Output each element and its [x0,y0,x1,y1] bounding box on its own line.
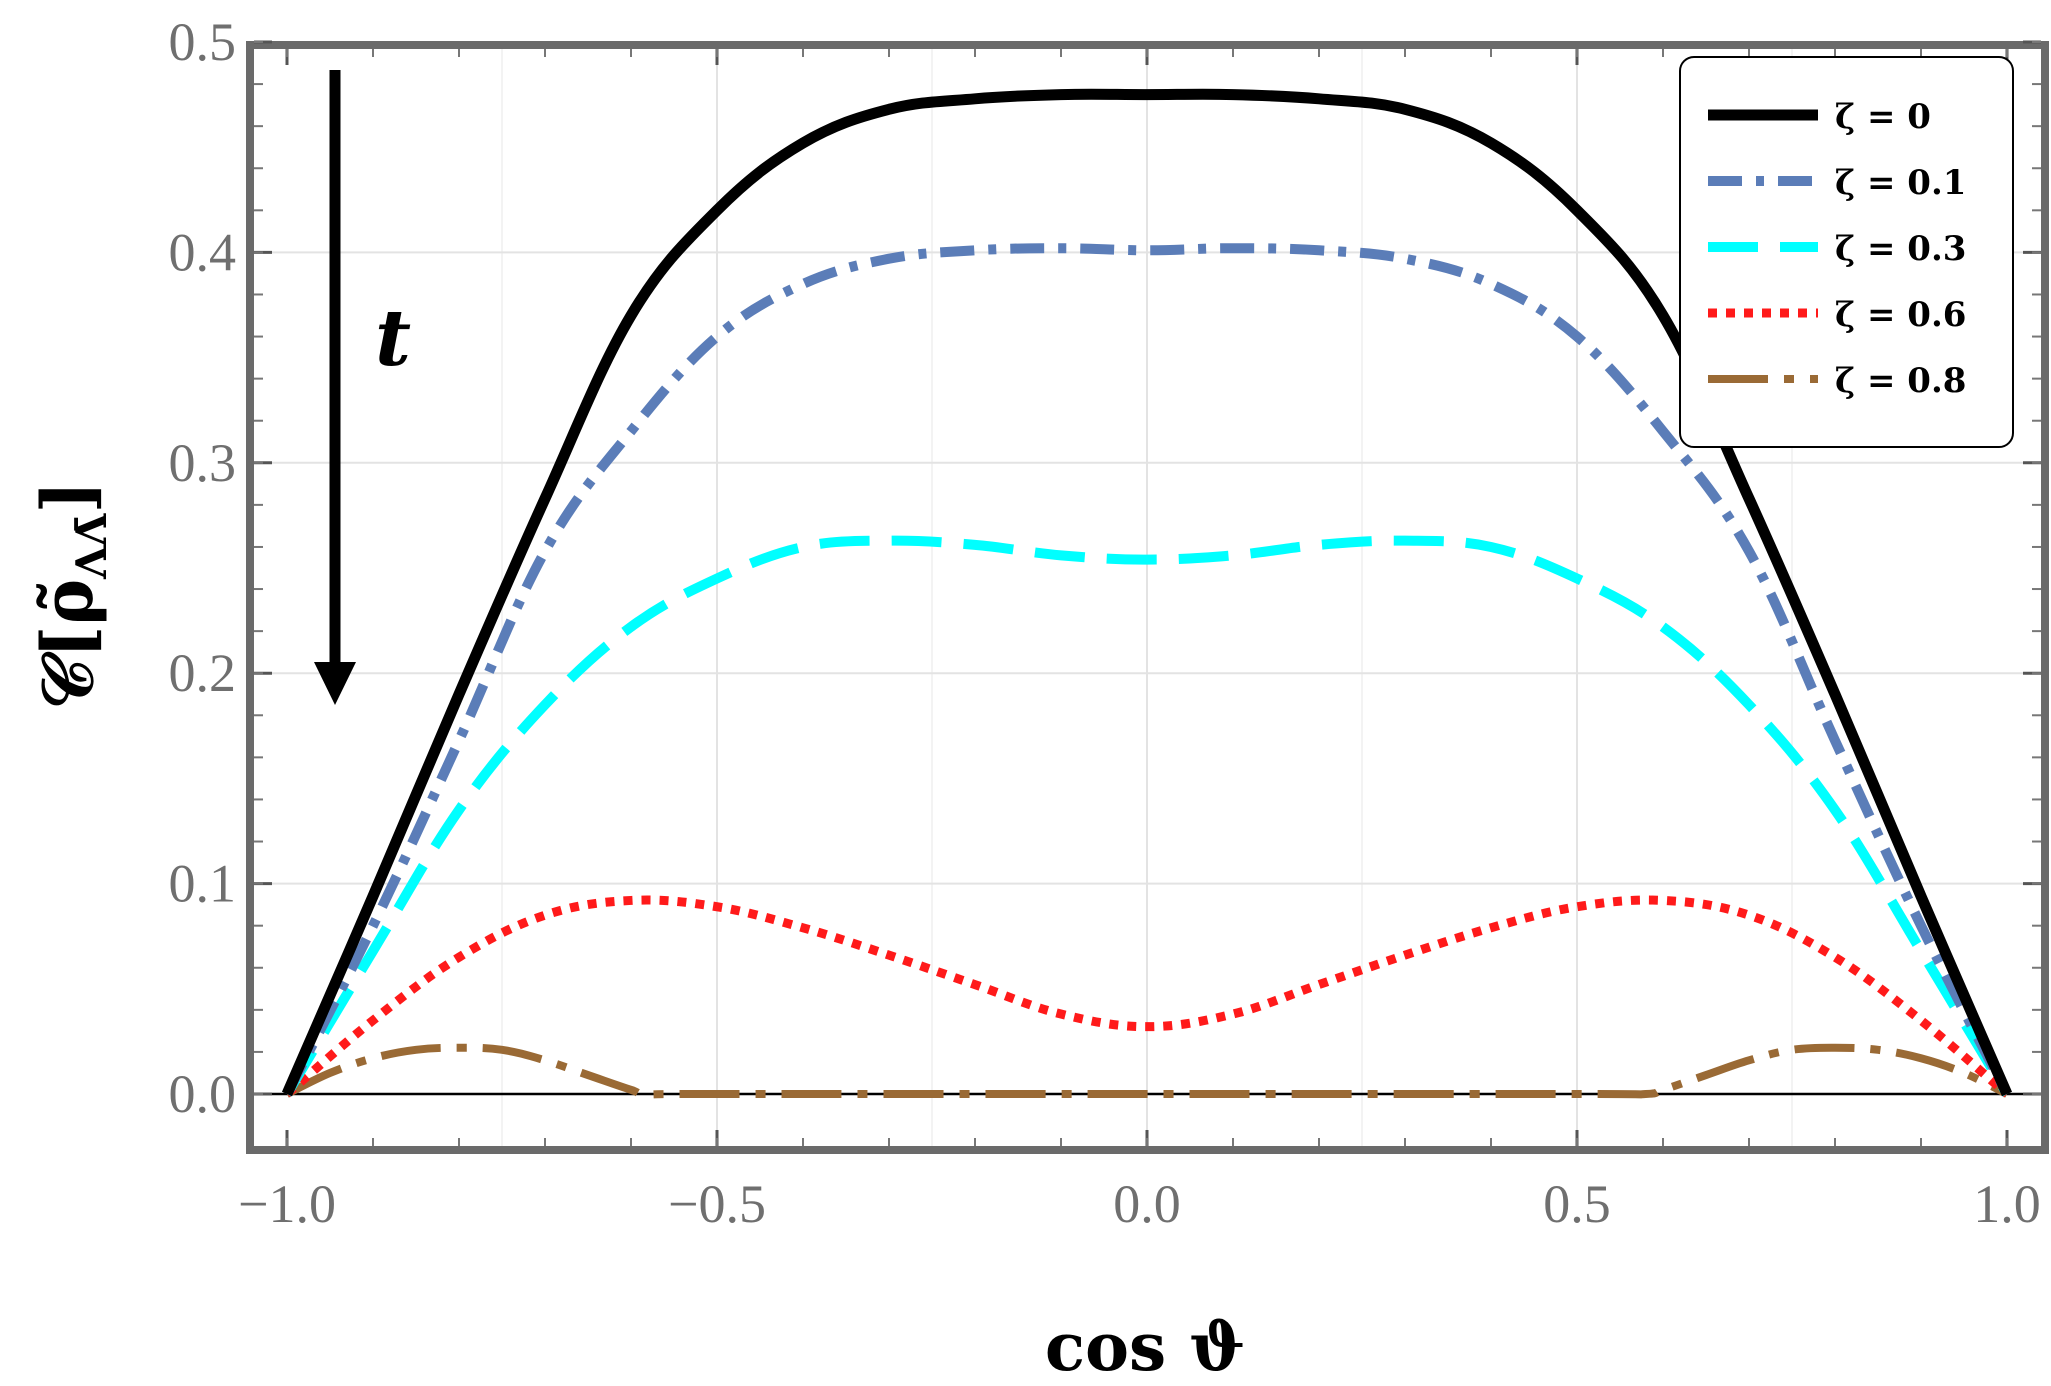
x-tick-label: −1.0 [238,1174,336,1234]
tick-labels: −1.0 −0.5 0.0 0.5 1.0 0.0 0.1 0.2 0.3 0.4 0.5 [169,12,2041,1234]
legend-label: ζ = 0.6 [1835,295,1966,335]
y-tick-label: 0.3 [169,433,237,493]
tick-marks [254,40,2041,1146]
legend-items: ζ = 0 ζ = 0.1 ζ = 0.3 ζ = 0.6 ζ = 0.8 [1708,97,1966,401]
legend-label: ζ = 0.1 [1835,163,1966,203]
y-tick-label: 0.4 [169,222,237,282]
x-tick-label: −0.5 [668,1174,766,1234]
legend: ζ = 0 ζ = 0.1 ζ = 0.3 ζ = 0.6 ζ = 0.8 [1679,56,2014,448]
time-arrow-label: t [375,293,411,384]
x-tick-label: 1.0 [1973,1174,2041,1234]
y-tick-label: 0.1 [169,854,237,914]
series-line-0-3 [282,535,2012,1097]
y-tick-label: 0.2 [169,643,237,703]
y-tick-label: 0.5 [169,12,237,72]
x-axis-title: cos ϑ [1045,1308,1245,1386]
legend-label: ζ = 0 [1835,97,1931,137]
x-tick-label: 0.5 [1543,1174,1611,1234]
legend-label: ζ = 0.3 [1835,229,1966,269]
y-axis-title-group: 𝒞[ρ̃ΛΛ̄] [26,480,116,709]
time-arrow: t [314,70,411,705]
legend-label: ζ = 0.8 [1835,361,1966,401]
y-axis-title: 𝒞[ρ̃ΛΛ̄] [26,480,116,709]
series-line-0 [281,88,2013,1097]
y-axis-title-close: ] [26,480,109,513]
y-axis-title-main: 𝒞[ρ̃ [26,579,109,710]
time-arrow-head [314,662,356,705]
legend-box [1679,56,2014,448]
series-layer [281,88,2013,1099]
y-tick-label: 0.0 [169,1064,237,1124]
x-tick-label: 0.0 [1113,1174,1181,1234]
series-line-0-8 [285,1043,2009,1099]
grid [254,49,2041,1146]
series-line-0-1 [282,243,2012,1097]
series-line-0-6 [284,895,2010,1098]
y-axis-title-subscript: ΛΛ̄ [67,512,116,580]
